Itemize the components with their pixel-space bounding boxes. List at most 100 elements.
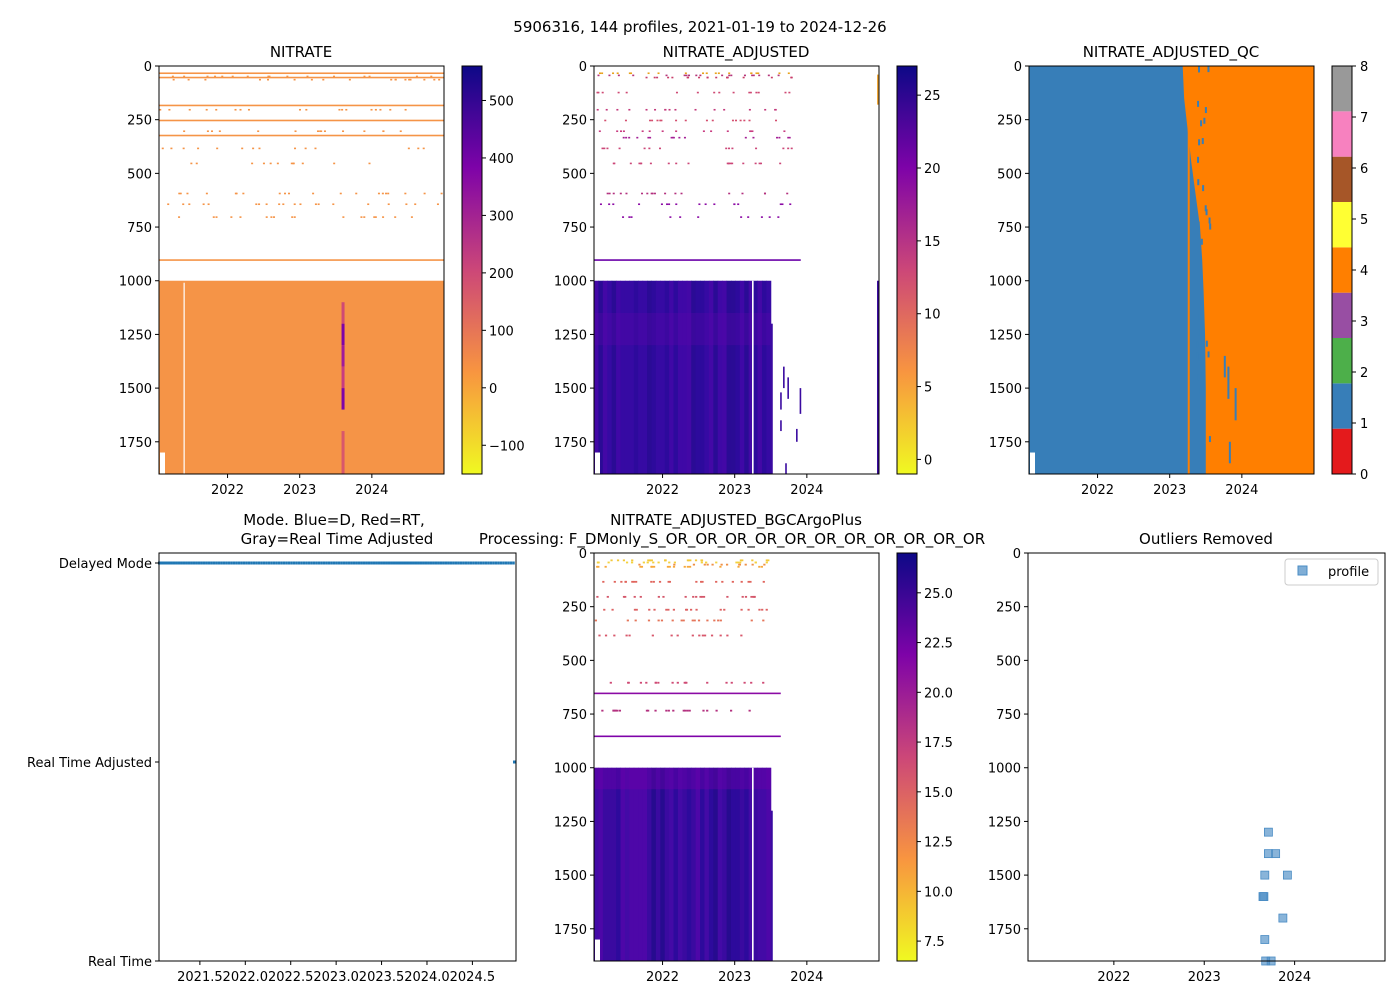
adj-sample-dot — [669, 216, 672, 218]
bgc-deep-stripe — [700, 767, 705, 961]
bgc-sample-dot — [651, 634, 654, 637]
adj-sample-dot — [733, 203, 736, 206]
bgc-sample-dot — [645, 681, 648, 684]
bgc-sample-dot — [630, 561, 634, 564]
bgc-sample-dot — [720, 563, 723, 566]
adj-trailing-column — [770, 323, 773, 474]
colorbar-tick-label: 3 — [1360, 315, 1368, 330]
bgc-sample-dot — [758, 565, 761, 568]
qc-speck — [1198, 313, 1201, 320]
bgc-sample-dot — [693, 619, 696, 622]
adj-sample-dot — [732, 91, 735, 94]
mode-point-delayed — [462, 561, 465, 565]
adj-sample-dot — [645, 76, 648, 79]
nitrate-sample-dot — [182, 147, 185, 150]
y-category-label: Delayed Mode — [59, 557, 152, 572]
adj-sample-dot — [616, 130, 619, 133]
adj-sparse-segment — [787, 377, 789, 399]
mode-point-delayed — [330, 561, 333, 565]
bgc-sample-dot — [632, 580, 636, 583]
nitrate-sample-line — [159, 134, 444, 137]
mode-point-delayed — [237, 561, 241, 565]
mode-point-delayed — [404, 561, 408, 565]
bgc-deep-stripe — [677, 767, 683, 961]
adj-deep-stripe — [730, 280, 736, 474]
y-tick-label: 1750 — [988, 923, 1021, 938]
bgc-sample-dot — [717, 619, 720, 622]
mode-point-delayed — [292, 561, 296, 565]
mode-point-delayed — [357, 561, 361, 565]
bgc-sample-dot — [613, 709, 617, 712]
bgc-sample-dot — [701, 634, 704, 637]
adj-deep-stripe — [624, 280, 630, 474]
mode-y-axis: Delayed Mode Real Time Adjusted Real Time — [27, 557, 159, 970]
bgc-sample-dot — [715, 561, 718, 564]
bgc-deep-stripe — [673, 767, 679, 961]
adj-sample-dot — [744, 136, 747, 139]
mode-point-delayed — [270, 561, 273, 565]
nitrate-sample-dot — [348, 78, 351, 81]
outlier-point — [1264, 849, 1273, 859]
adj-sample-dot — [684, 72, 687, 75]
nitrate-sample-dot — [207, 203, 210, 206]
mode-point-delayed — [282, 561, 286, 565]
nitrate-sample-line — [159, 104, 444, 107]
nitrate-sample-dot — [385, 192, 388, 195]
adj-sample-dot — [605, 108, 608, 111]
x-tick-label: 2024 — [790, 970, 823, 985]
bgcargoplus-axes-frame — [593, 552, 880, 962]
mode-point-delayed — [162, 561, 166, 565]
adj-sample-dot — [779, 162, 782, 165]
bgc-sample-dot — [685, 608, 688, 611]
bgc-sample-dot — [616, 709, 619, 712]
bgc-sample-dot — [762, 580, 765, 583]
bgc-deep-stripe — [722, 767, 728, 961]
mode-point-delayed — [474, 561, 478, 565]
nitrate-sample-dot — [186, 192, 189, 195]
y-tick-label: 750 — [996, 708, 1021, 723]
qc-speck — [1201, 138, 1204, 145]
bgcargoplus-colorbar-ticks: 7.5 10.0 12.5 15.0 17.5 20.0 22.5 25.0 — [917, 587, 953, 950]
nitrate-sample-dot — [183, 75, 186, 78]
nitrate-sample-dot — [381, 192, 384, 195]
bgc-sample-dot — [695, 595, 698, 598]
mode-point-delayed — [160, 561, 163, 565]
mode-point-delayed — [275, 561, 278, 565]
qc-speck — [1197, 374, 1200, 381]
bgc-sample-dot — [645, 709, 649, 712]
nitrate-sample-dot — [270, 216, 273, 218]
bgc-sample-dot — [744, 595, 748, 598]
x-tick-label: 2022 — [1081, 483, 1114, 498]
bgc-sample-dot — [706, 681, 709, 684]
bgc-sample-dot — [765, 608, 768, 611]
bgc-sample-dot — [610, 559, 613, 562]
adj-sample-dot — [774, 108, 777, 111]
adj-sample-dot — [783, 130, 786, 133]
x-tick-label: 2023.5 — [359, 970, 405, 985]
bgcargoplus-y-axis: 0 250 500 750 1000 1250 1500 1750 — [554, 547, 594, 938]
nitrate-sample-dot — [273, 216, 276, 218]
adj-sample-dot — [675, 119, 678, 122]
nitrate-sample-dot — [255, 203, 258, 206]
nitrate-sample-dot — [161, 147, 164, 150]
adj-sample-dot — [731, 119, 734, 122]
adj-deep-stripe — [726, 280, 732, 474]
y-tick-label: 1000 — [988, 762, 1021, 777]
adj-sample-dot — [660, 119, 663, 122]
nitrate-sample-dot — [267, 78, 270, 81]
adj-sample-dot — [683, 136, 686, 139]
bgc-sample-dot — [747, 608, 750, 611]
nitrate-adjusted-x-axis: 2022 2023 2024 — [646, 474, 823, 498]
adj-sample-dot — [628, 108, 631, 111]
y-tick-label: 1000 — [554, 275, 587, 290]
adj-sample-dot — [686, 76, 689, 79]
y-tick-label: 500 — [997, 167, 1022, 182]
nitrate-sample-dot — [265, 203, 268, 206]
mode-point-delayed — [412, 561, 415, 565]
mode-point-delayed — [375, 561, 378, 565]
x-tick-label: 2022 — [211, 483, 244, 498]
bgc-sample-dot — [741, 559, 744, 562]
adj-deep-stripe — [691, 280, 697, 474]
adj-sample-dot — [778, 72, 781, 75]
mode-point-delayed — [177, 561, 181, 565]
